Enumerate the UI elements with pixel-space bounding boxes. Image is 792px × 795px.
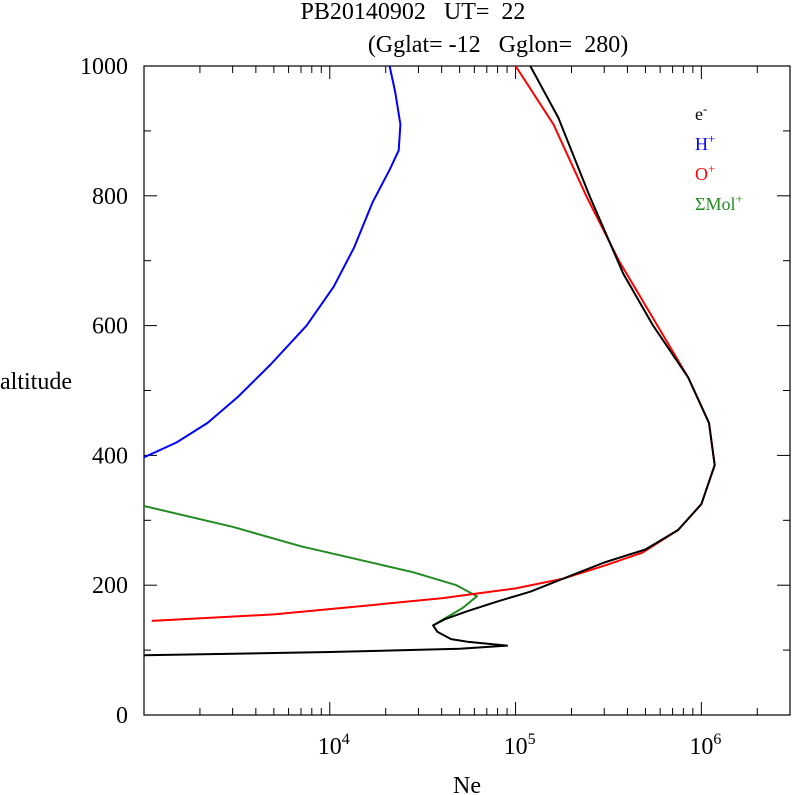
x-tick-label-base: 10 — [689, 734, 713, 760]
legend-entry: e- — [695, 101, 707, 124]
x-tick-label-exponent: 5 — [528, 731, 536, 748]
x-tick-label: 105 — [504, 731, 536, 760]
legend-label-superscript: + — [708, 131, 715, 146]
y-tick-label: 600 — [92, 314, 128, 340]
legend-entry: ΣMol+ — [695, 191, 743, 214]
y-tick-label: 1000 — [80, 54, 128, 80]
legend-label-superscript: + — [708, 161, 715, 176]
y-tick-label: 200 — [92, 573, 128, 599]
chart-title-line2: (Gglat= -12 Gglon= 280) — [368, 32, 628, 58]
x-axis-label: Ne — [453, 773, 481, 795]
x-tick-label-exponent: 6 — [713, 731, 721, 748]
legend-label-superscript: - — [703, 101, 707, 116]
legend-label-superscript: + — [735, 191, 742, 206]
series-line-2 — [151, 66, 716, 622]
legend-label: O — [695, 164, 708, 184]
y-tick-label: 0 — [116, 703, 128, 729]
legend-entry: O+ — [695, 161, 715, 184]
legend-entry: H+ — [695, 131, 715, 154]
legend-label: ΣMol — [695, 194, 735, 214]
y-axis-label: altitude — [0, 369, 72, 395]
legend-label: e — [695, 104, 703, 124]
series-line-0 — [144, 66, 716, 657]
series-line-1 — [144, 66, 402, 459]
y-tick-label: 400 — [92, 443, 128, 469]
chart-title-line1: PB20140902 UT= 22 — [301, 0, 526, 25]
x-tick-label-base: 10 — [504, 734, 528, 760]
legend-label: H — [695, 134, 708, 154]
series-line-3 — [144, 505, 478, 627]
x-tick-label-base: 10 — [318, 734, 342, 760]
x-tick-label-exponent: 4 — [342, 731, 350, 748]
y-tick-label: 800 — [92, 184, 128, 210]
x-tick-label: 104 — [318, 731, 350, 760]
x-tick-label: 106 — [689, 731, 721, 760]
